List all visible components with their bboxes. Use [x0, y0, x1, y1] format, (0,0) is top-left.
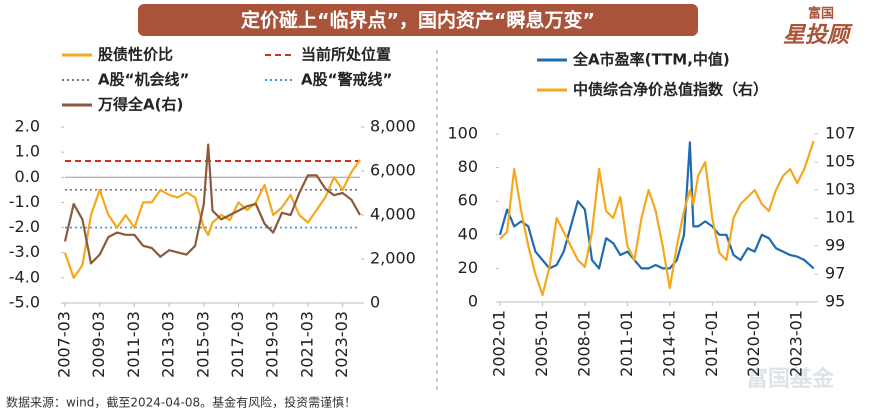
y2-tick-label: 2,000 — [370, 249, 416, 268]
y2-tick-label: 107 — [825, 124, 856, 143]
legend-label: A股“警戒线” — [301, 71, 392, 89]
x-tick-label: 2009-03 — [89, 311, 108, 378]
y2-tick-label: 4,000 — [370, 205, 416, 224]
y-tick-label: 0 — [468, 292, 478, 311]
y-tick-label: -4.0 — [9, 267, 40, 286]
title: 定价碰上“临界点”，国内资产“瞬息万变” — [241, 9, 595, 32]
y-tick-label: -2.0 — [9, 217, 40, 236]
y-tick-label: 2.0 — [15, 117, 40, 136]
source-note: 数据来源：wind，截至2024-04-08。基金有风险，投资需谨慎！ — [6, 395, 356, 410]
y2-tick-label: 0 — [370, 293, 380, 312]
y2-tick-label: 103 — [825, 180, 856, 199]
x-tick-label: 2019-03 — [263, 311, 282, 378]
y-tick-label: 80 — [458, 157, 478, 176]
x-tick-label: 2015-03 — [193, 311, 212, 378]
legend-label: 股债性价比 — [98, 46, 173, 64]
x-tick-label: 2017-01 — [702, 310, 721, 377]
legend-label: 全A市盈率(TTM,中值) — [572, 51, 730, 69]
series-line — [498, 141, 815, 270]
y2-tick-label: 97 — [825, 264, 845, 283]
x-tick-label: 2014-01 — [659, 310, 678, 377]
logo-brand: 富国 — [808, 6, 834, 22]
y2-tick-label: 101 — [825, 208, 856, 227]
x-tick-label: 2007-03 — [55, 311, 74, 378]
y2-tick-label: 99 — [825, 236, 845, 255]
y-tick-label: 100 — [447, 124, 478, 143]
y2-tick-label: 6,000 — [370, 161, 416, 180]
x-tick-label: 2002-01 — [490, 310, 509, 377]
y-tick-label: 60 — [458, 191, 478, 210]
y2-tick-label: 8,000 — [370, 117, 416, 136]
y-tick-label: 40 — [458, 224, 478, 243]
series-line — [63, 159, 361, 279]
x-tick-label: 2020-01 — [744, 310, 763, 377]
y-tick-label: -3.0 — [9, 242, 40, 261]
y-tick-label: -1.0 — [9, 192, 40, 211]
x-tick-label: 2021-03 — [297, 311, 316, 378]
x-tick-label: 2013-03 — [159, 311, 178, 378]
title-banner — [138, 4, 698, 36]
y2-tick-label: 105 — [825, 152, 856, 171]
legend-label: 中债综合净价总值指数（右） — [573, 81, 768, 99]
series-line — [63, 143, 361, 265]
y-tick-label: 20 — [458, 258, 478, 277]
x-tick-label: 2008-01 — [574, 310, 593, 377]
watermark: 富国基金 — [746, 366, 835, 392]
y2-tick-label: 95 — [825, 292, 845, 311]
x-tick-label: 2023-03 — [332, 311, 351, 378]
legend-label: A股“机会线” — [98, 71, 189, 89]
x-tick-label: 2005-01 — [532, 310, 551, 377]
y-tick-label: -5.0 — [9, 293, 40, 312]
x-tick-label: 2011-01 — [617, 310, 636, 377]
series-line — [499, 140, 815, 297]
y-tick-label: 0.0 — [15, 167, 40, 186]
y-tick-label: 1.0 — [15, 142, 40, 161]
x-tick-label: 2023-01 — [787, 310, 806, 377]
x-tick-label: 2011-03 — [124, 311, 143, 378]
legend-label: 万得全A(右) — [97, 96, 183, 114]
logo-product: 星投顾 — [783, 23, 853, 48]
legend-label: 当前所处位置 — [301, 46, 391, 64]
x-tick-label: 2017-03 — [228, 311, 247, 378]
